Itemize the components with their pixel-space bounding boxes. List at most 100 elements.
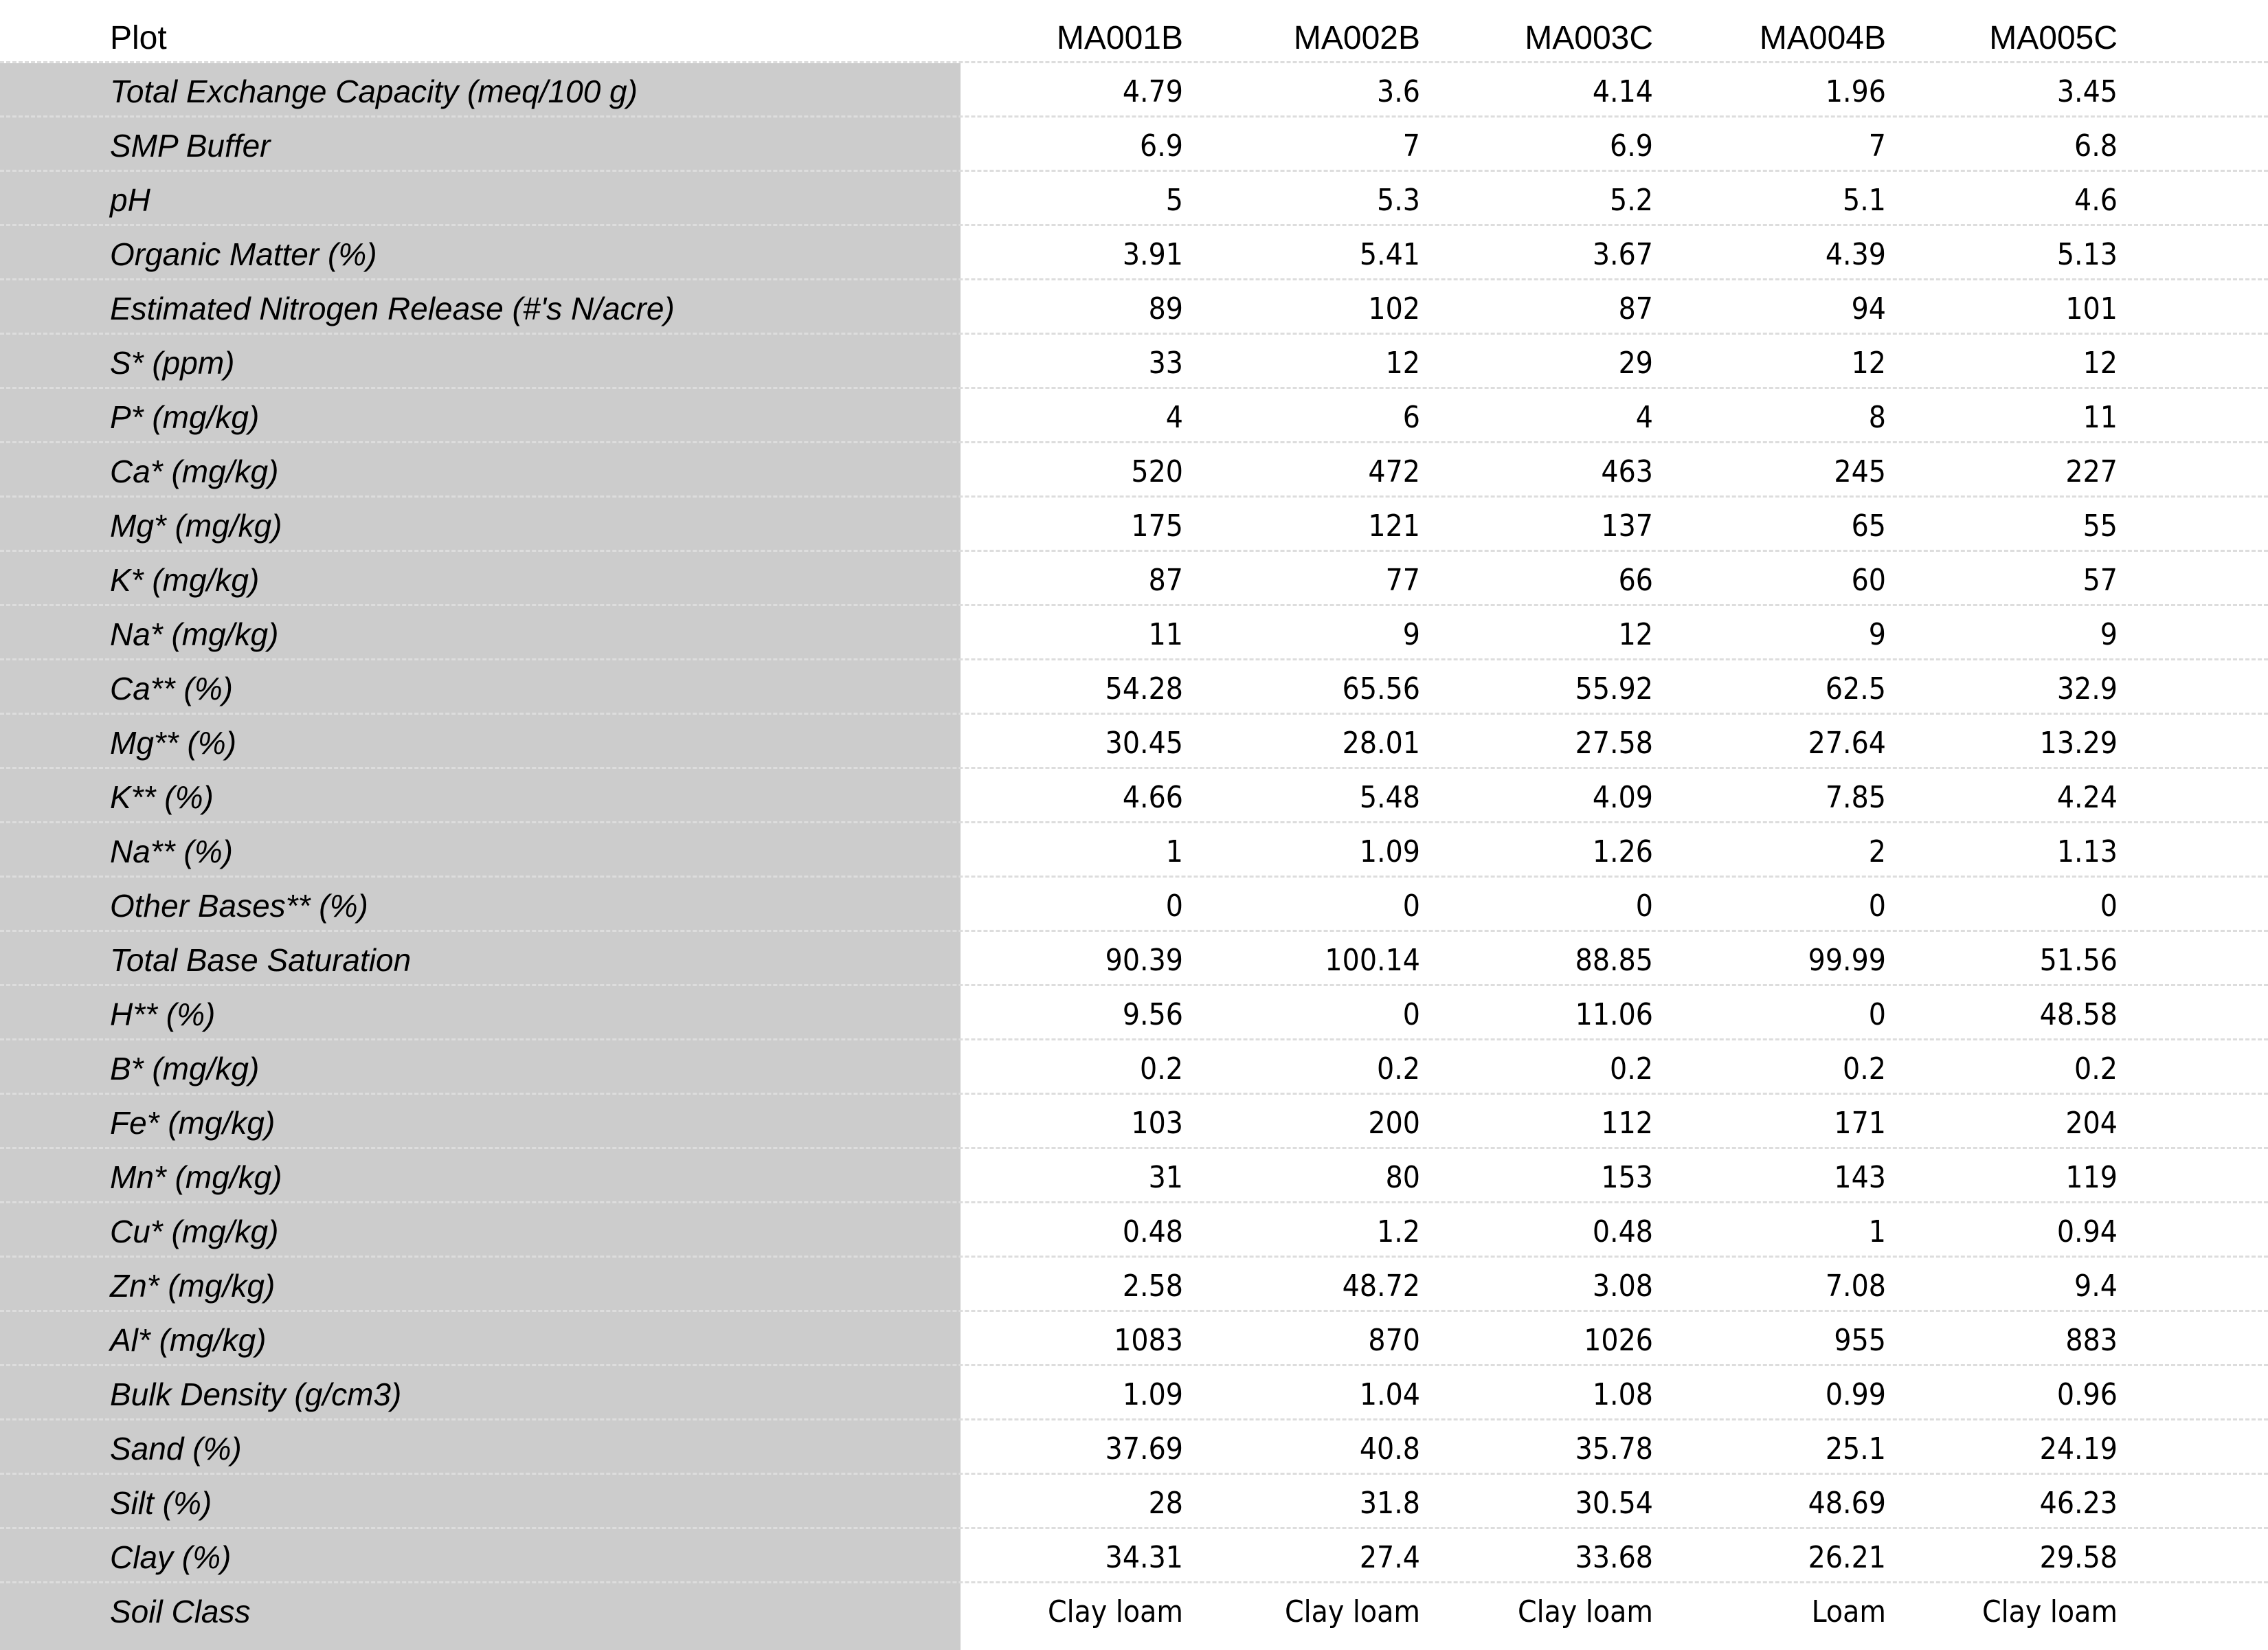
row-divider bbox=[0, 1418, 2268, 1420]
table-row: Ca** (%) 54.28 65.56 55.92 62.5 32.9 bbox=[0, 660, 2268, 715]
row-label: Estimated Nitrogen Release (#'s N/acre) bbox=[110, 291, 675, 326]
table-cell: 66 bbox=[1618, 563, 1653, 598]
table-cell: 5.41 bbox=[1359, 237, 1420, 272]
table-cell: 94 bbox=[1851, 291, 1886, 326]
table-cell: 12 bbox=[1851, 346, 1886, 381]
row-divider bbox=[0, 115, 2268, 118]
row-divider bbox=[0, 1473, 2268, 1475]
table-cell: 1026 bbox=[1584, 1323, 1653, 1358]
row-label: Total Base Saturation bbox=[110, 942, 412, 978]
table-cell: 5.1 bbox=[1843, 183, 1886, 218]
table-cell: Clay loam bbox=[1517, 1594, 1653, 1629]
table-row: Bulk Density (g/cm3) 1.09 1.04 1.08 0.99 0.96 bbox=[0, 1366, 2268, 1420]
table-cell: 12 bbox=[1618, 617, 1653, 652]
row-label: K** (%) bbox=[110, 779, 214, 815]
row-divider bbox=[0, 61, 2268, 63]
row-label: SMP Buffer bbox=[110, 128, 271, 164]
row-divider bbox=[0, 550, 2268, 552]
table-cell: 24.19 bbox=[2039, 1431, 2118, 1467]
table-cell: 31 bbox=[1148, 1160, 1183, 1195]
row-divider bbox=[0, 713, 2268, 715]
row-label: Cu* (mg/kg) bbox=[110, 1214, 279, 1249]
row-label: Mg** (%) bbox=[110, 725, 237, 761]
table-cell: 29 bbox=[1618, 346, 1653, 381]
table-cell: 1.04 bbox=[1359, 1377, 1420, 1412]
row-divider bbox=[0, 333, 2268, 335]
table-cell: 0.2 bbox=[1843, 1051, 1886, 1086]
row-label: Mg* (mg/kg) bbox=[110, 508, 282, 544]
table-cell: 99.99 bbox=[1808, 943, 1886, 978]
row-label: pH bbox=[110, 182, 150, 218]
row-label: Clay (%) bbox=[110, 1539, 232, 1575]
table-cell: 4.79 bbox=[1122, 74, 1183, 109]
table-cell: 7.85 bbox=[1825, 780, 1886, 815]
table-cell: 0.2 bbox=[1610, 1051, 1653, 1086]
table-cell: 89 bbox=[1148, 291, 1183, 326]
table-cell: 175 bbox=[1131, 509, 1183, 544]
table-cell: 32.9 bbox=[2056, 671, 2118, 706]
table-cell: 30.54 bbox=[1575, 1486, 1653, 1521]
table-cell: 0 bbox=[1868, 997, 1886, 1032]
row-divider bbox=[0, 1364, 2268, 1366]
table-cell: 520 bbox=[1131, 454, 1183, 489]
table-cell: 2.58 bbox=[1122, 1269, 1183, 1304]
row-divider bbox=[0, 876, 2268, 878]
table-row: Cu* (mg/kg) 0.48 1.2 0.48 1 0.94 bbox=[0, 1203, 2268, 1258]
row-divider bbox=[0, 495, 2268, 498]
row-divider bbox=[0, 1527, 2268, 1529]
table-cell: 102 bbox=[1368, 291, 1420, 326]
row-divider bbox=[0, 1256, 2268, 1258]
table-cell: 11.06 bbox=[1575, 997, 1653, 1032]
table-cell: 0.96 bbox=[2056, 1377, 2118, 1412]
table-cell: 1.09 bbox=[1359, 834, 1420, 869]
table-cell: 0.2 bbox=[2074, 1051, 2118, 1086]
row-label: Ca* (mg/kg) bbox=[110, 454, 279, 489]
table-cell: 1.26 bbox=[1592, 834, 1653, 869]
table-cell: 5.2 bbox=[1610, 183, 1653, 218]
row-divider bbox=[0, 1038, 2268, 1040]
table-cell: 0.99 bbox=[1825, 1377, 1886, 1412]
row-divider bbox=[0, 930, 2268, 932]
table-row: P* (mg/kg) 4 6 4 8 11 bbox=[0, 389, 2268, 443]
table-cell: 5 bbox=[1165, 183, 1183, 218]
table-cell: 48.72 bbox=[1342, 1269, 1420, 1304]
table-row: Na** (%) 1 1.09 1.26 2 1.13 bbox=[0, 823, 2268, 878]
table-row: K** (%) 4.66 5.48 4.09 7.85 4.24 bbox=[0, 769, 2268, 823]
table-cell: 87 bbox=[1148, 563, 1183, 598]
row-label: Other Bases** (%) bbox=[110, 888, 368, 924]
table-cell: 4 bbox=[1635, 400, 1653, 435]
table-cell: 6 bbox=[1402, 400, 1420, 435]
table-cell: 4.24 bbox=[2056, 780, 2118, 815]
table-header: Plot MA001B MA002B MA003C MA004B MA005C bbox=[0, 0, 2268, 62]
table-cell: 472 bbox=[1368, 454, 1420, 489]
table-cell: 7 bbox=[1402, 129, 1420, 164]
table-cell: 6.8 bbox=[2074, 129, 2118, 164]
row-divider bbox=[0, 170, 2268, 172]
table-cell: 171 bbox=[1834, 1106, 1886, 1141]
table-cell: 0 bbox=[2100, 889, 2118, 924]
table-cell: 0 bbox=[1402, 997, 1420, 1032]
table-cell: 6.9 bbox=[1140, 129, 1183, 164]
row-label: Bulk Density (g/cm3) bbox=[110, 1376, 402, 1412]
table-cell: 0 bbox=[1402, 889, 1420, 924]
row-label: Sand (%) bbox=[110, 1431, 242, 1467]
table-cell: 9.4 bbox=[2074, 1269, 2118, 1304]
table-cell: 8 bbox=[1868, 400, 1886, 435]
table-cell: 7 bbox=[1868, 129, 1886, 164]
table-cell: 9 bbox=[2100, 617, 2118, 652]
table-cell: 0 bbox=[1635, 889, 1653, 924]
table-cell: 1 bbox=[1868, 1214, 1886, 1249]
table-cell: 12 bbox=[2082, 346, 2118, 381]
table-cell: 0.2 bbox=[1140, 1051, 1183, 1086]
table-cell: 31.8 bbox=[1359, 1486, 1420, 1521]
table-cell: 9 bbox=[1402, 617, 1420, 652]
table-cell: 0.2 bbox=[1377, 1051, 1420, 1086]
table-row: Mg* (mg/kg) 175 121 137 65 55 bbox=[0, 498, 2268, 552]
row-label: Na** (%) bbox=[110, 834, 233, 869]
row-label: Soil Class bbox=[110, 1594, 251, 1629]
table-row: S* (ppm) 33 12 29 12 12 bbox=[0, 335, 2268, 389]
row-label: P* (mg/kg) bbox=[110, 399, 260, 435]
table-cell: 112 bbox=[1601, 1106, 1653, 1141]
table-row: Organic Matter (%) 3.91 5.41 3.67 4.39 5.13 bbox=[0, 226, 2268, 280]
table-cell: 4.39 bbox=[1825, 237, 1886, 272]
